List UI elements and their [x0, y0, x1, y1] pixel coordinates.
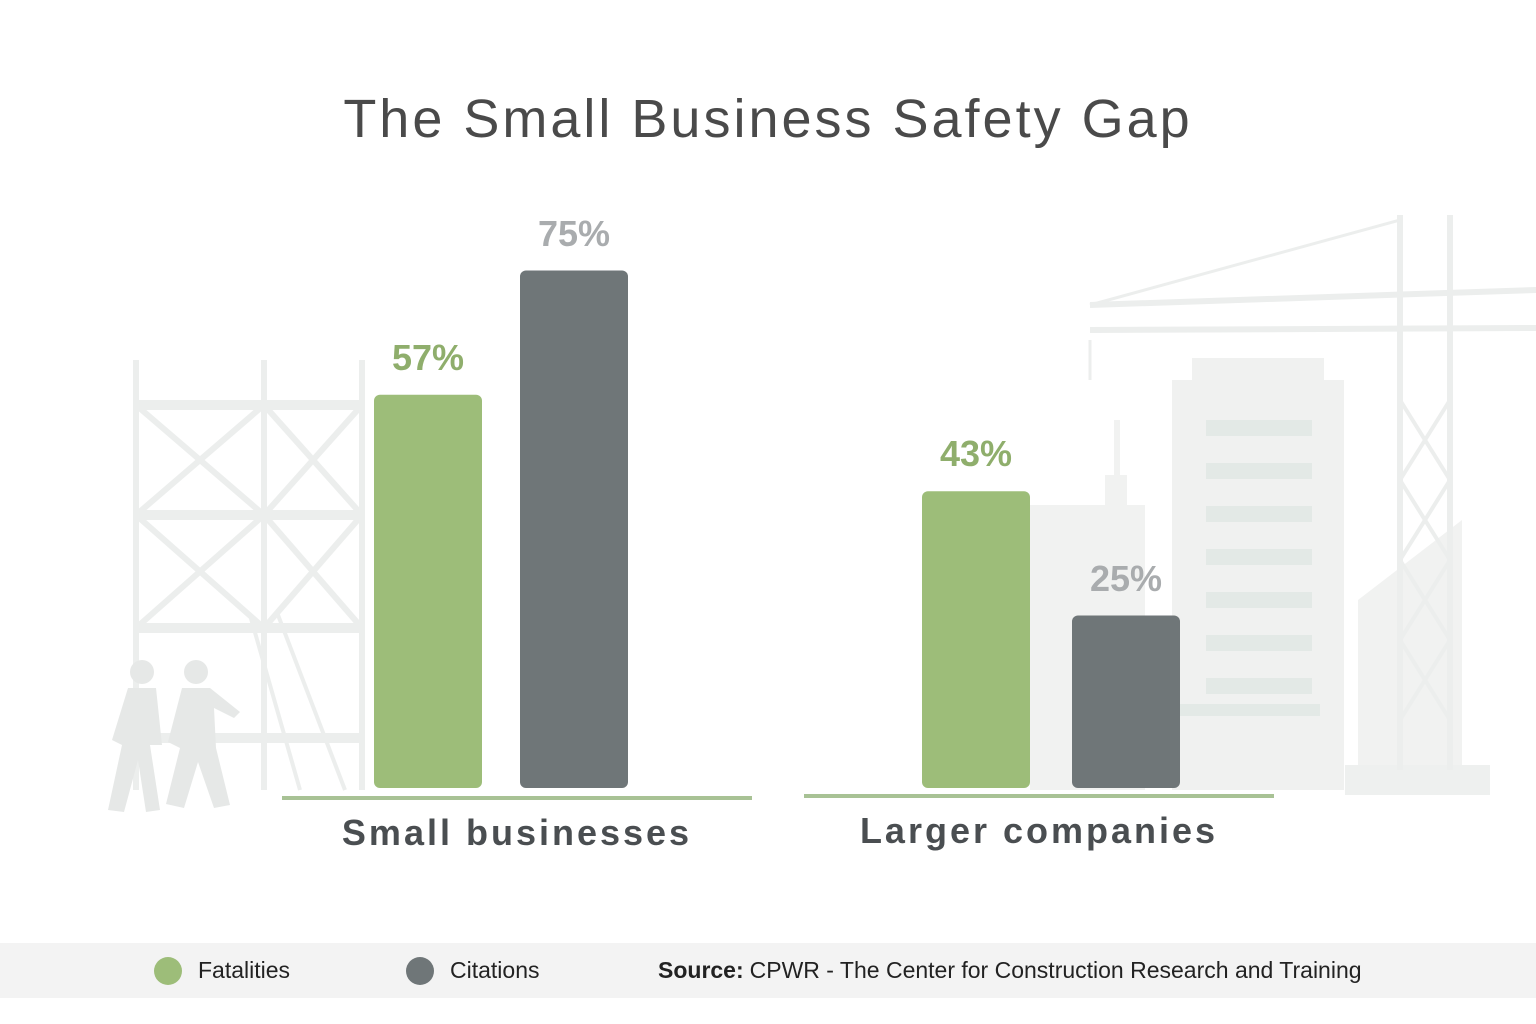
legend-label-citations: Citations [450, 957, 540, 983]
value-label-fatalities-small-businesses: 57% [391, 336, 465, 378]
value-label-citations-small-businesses: 75% [537, 212, 611, 254]
source-credit: Source: CPWR - The Center for Constructi… [658, 943, 1362, 998]
legend-swatch-fatalities [154, 956, 182, 985]
source-label: Source: [658, 957, 744, 983]
bar-citations-larger-companies [1072, 615, 1180, 788]
bar-fatalities-small-businesses [374, 394, 482, 788]
category-label-small-businesses: Small businesses [341, 812, 693, 853]
category-label-larger-companies: Larger companies [859, 810, 1219, 851]
legend-item-citations: Citations [406, 943, 539, 998]
bar-fatalities-larger-companies [922, 491, 1030, 788]
footer-bar: Fatalities Citations Source: CPWR - The … [0, 943, 1536, 998]
value-label-citations-larger-companies: 25% [1089, 557, 1163, 599]
scaffolding-illustration [133, 360, 365, 791]
bars-group [374, 270, 1180, 788]
bar-citations-small-businesses [520, 270, 628, 788]
legend-label-fatalities: Fatalities [198, 957, 291, 983]
source-text: CPWR - The Center for Construction Resea… [749, 957, 1362, 983]
legend-item-fatalities: Fatalities [154, 943, 290, 998]
legend-swatch-citations [406, 956, 434, 985]
crane-illustration [1088, 215, 1536, 770]
value-label-fatalities-larger-companies: 43% [939, 433, 1013, 475]
chart-title: The Small Business Safety Gap [343, 89, 1193, 149]
workers-silhouette [108, 660, 240, 812]
